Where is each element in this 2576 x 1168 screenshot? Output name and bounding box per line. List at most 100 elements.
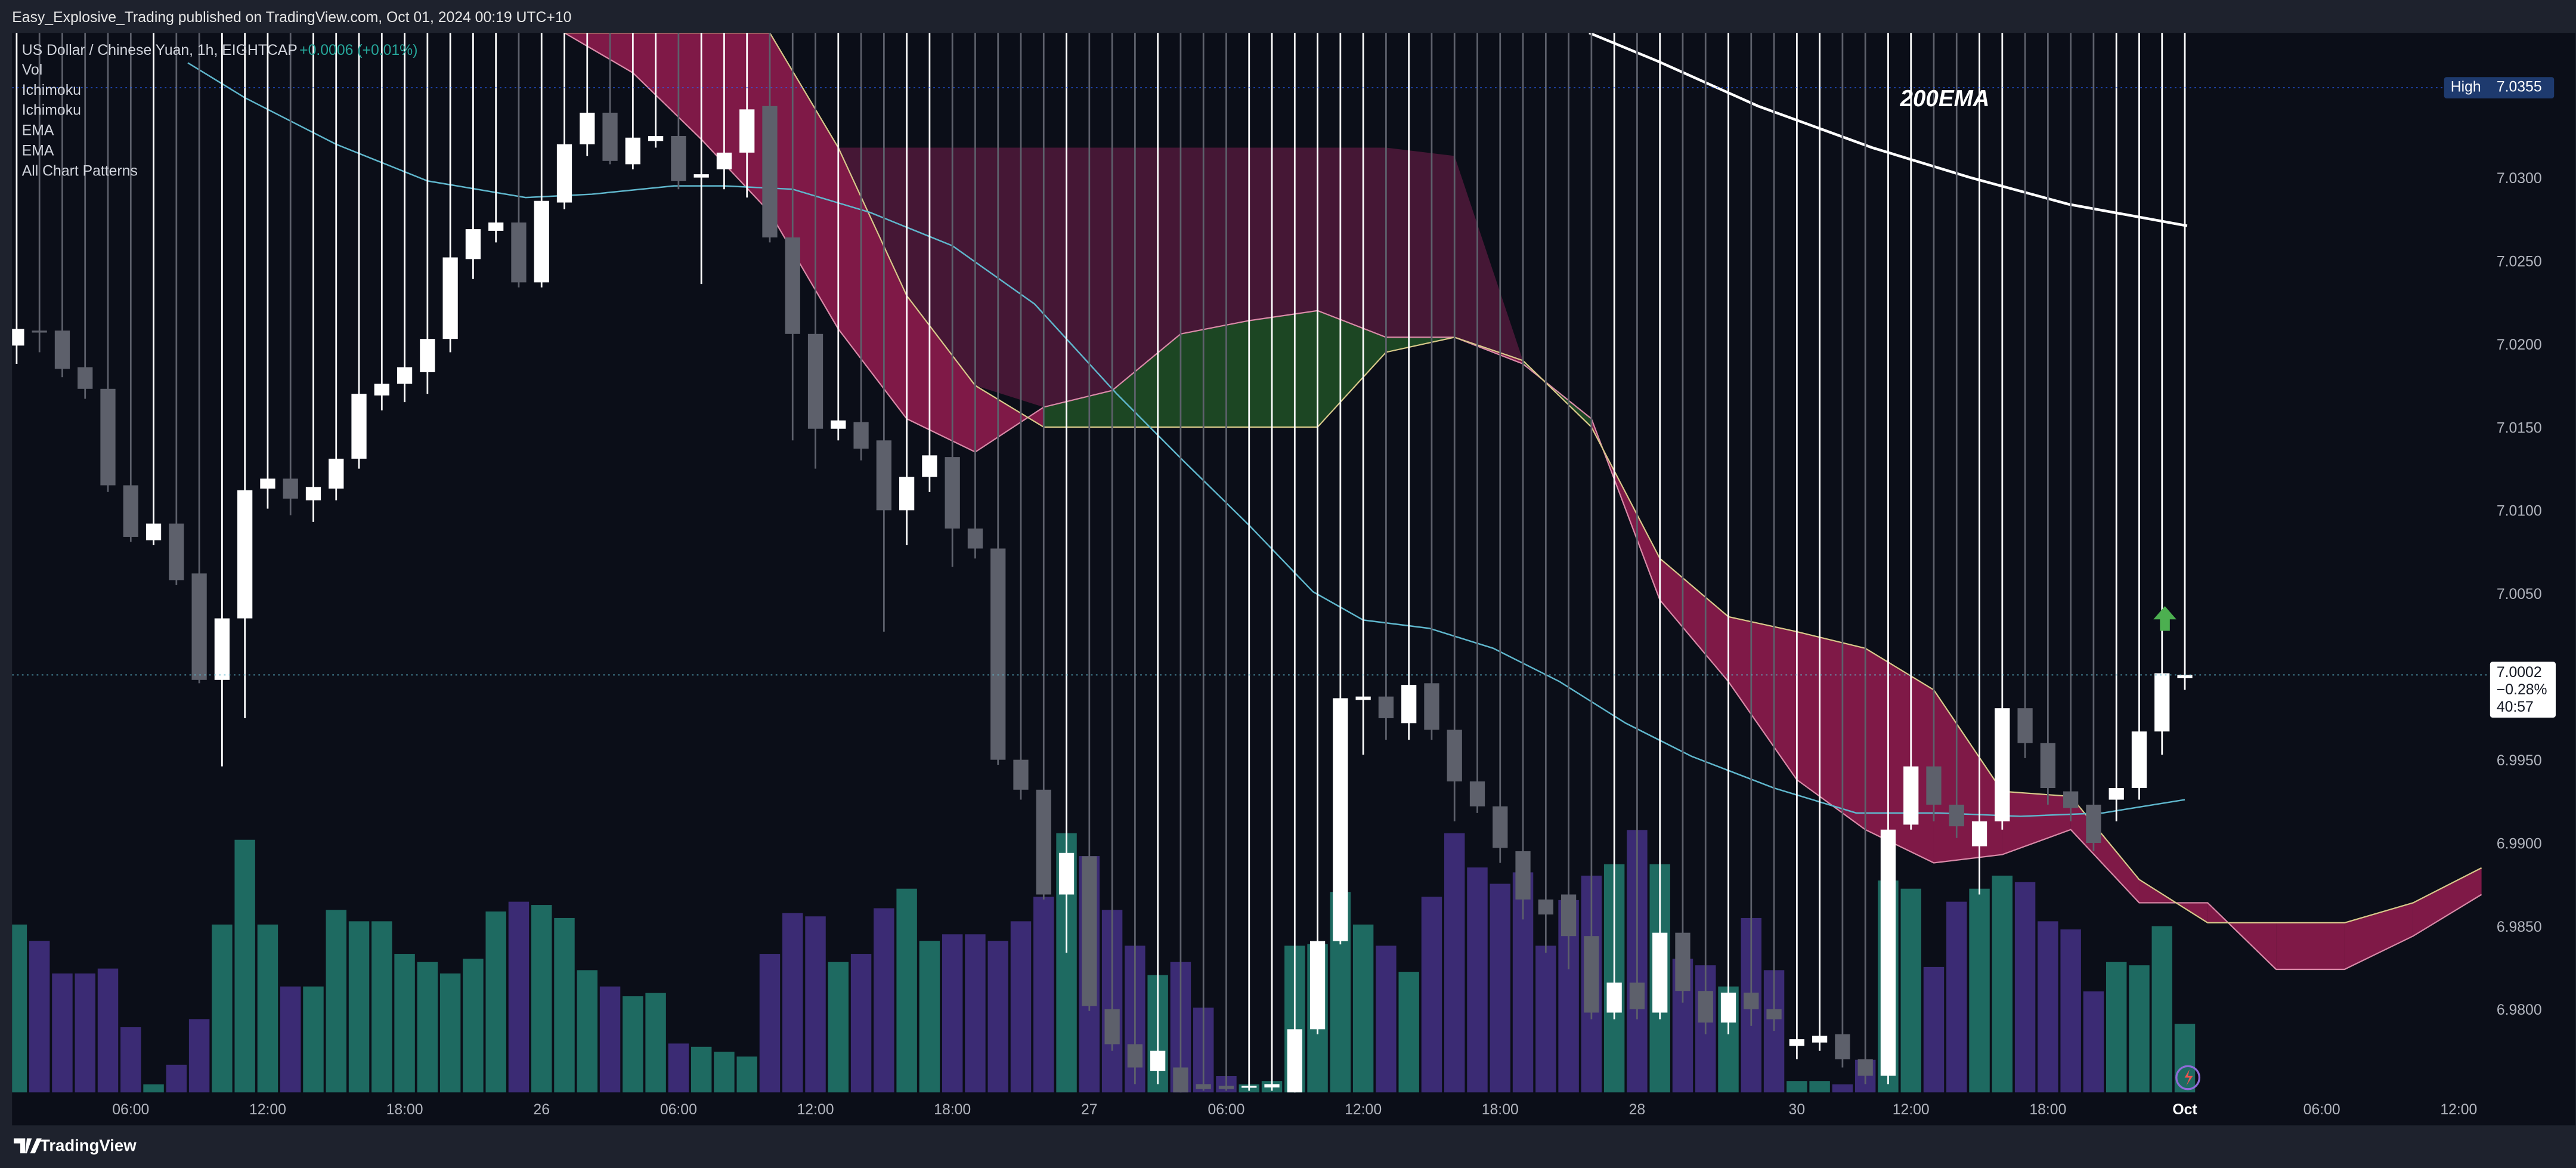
x-tick-label: 12:00 xyxy=(1893,1102,1930,1118)
volume-bar xyxy=(577,970,597,1093)
volume-bar xyxy=(1946,901,1967,1093)
candle-body xyxy=(602,112,618,161)
cloud-fill xyxy=(1797,631,1866,830)
candle-body xyxy=(2040,743,2056,789)
candle-body xyxy=(1196,1084,1211,1089)
candle-body xyxy=(305,487,321,500)
volume-bar xyxy=(1398,972,1419,1093)
candle-body xyxy=(1903,766,1919,825)
cloud-fill xyxy=(1044,390,1113,427)
brand-name: TradingView xyxy=(40,1136,137,1154)
cloud-fill xyxy=(2344,903,2413,969)
candle-body xyxy=(169,523,184,580)
volume-bar xyxy=(1969,888,1990,1093)
volume-bar xyxy=(828,962,849,1093)
y-tick-label: 7.0100 xyxy=(2497,503,2542,520)
volume-bar xyxy=(896,888,917,1093)
x-tick-label: 18:00 xyxy=(934,1102,971,1118)
candle-body xyxy=(1469,781,1485,807)
volume-bar xyxy=(1421,897,1442,1093)
x-tick-label: 06:00 xyxy=(660,1102,697,1118)
volume-bar xyxy=(508,901,530,1093)
candle-body xyxy=(191,573,207,680)
candle-body xyxy=(1401,685,1417,724)
candle-body xyxy=(1926,766,1942,805)
x-tick-label: 06:00 xyxy=(2303,1102,2340,1118)
cloud-fill xyxy=(1249,310,1318,427)
candle-body xyxy=(967,529,983,549)
volume-bar xyxy=(97,968,119,1093)
candle-body xyxy=(12,329,24,346)
volume-bar xyxy=(2014,882,2036,1093)
volume-bar xyxy=(463,959,484,1093)
candle-body xyxy=(488,222,504,231)
candle-body xyxy=(1058,852,1075,895)
indicator-name: EMA xyxy=(22,143,54,159)
candle-body xyxy=(1287,1029,1302,1093)
volume-bar xyxy=(874,908,894,1093)
candle-body xyxy=(1082,856,1097,1006)
volume-bar xyxy=(623,996,643,1093)
volume-bar xyxy=(120,1027,141,1093)
candle-body xyxy=(625,137,640,165)
volume-bar xyxy=(212,924,233,1093)
cloud-fill xyxy=(633,33,702,140)
candle-body xyxy=(2063,791,2079,808)
candle-body xyxy=(1424,683,1439,730)
x-tick-label: Oct xyxy=(2172,1102,2197,1118)
volume-bar xyxy=(166,1064,187,1093)
volume-bar xyxy=(143,1084,164,1093)
volume-bar xyxy=(987,941,1008,1093)
candle-body xyxy=(580,112,595,144)
candle-body xyxy=(32,330,47,333)
candle-body xyxy=(648,135,664,141)
volume-bar xyxy=(2038,921,2058,1093)
last-price-value: 7.0002 xyxy=(2497,665,2542,681)
volume-bar xyxy=(714,1052,735,1093)
cloud-fill xyxy=(975,385,1044,452)
cloud-fill xyxy=(2413,867,2482,937)
volume-bar xyxy=(1444,833,1465,1093)
x-tick-label: 18:00 xyxy=(386,1102,423,1118)
candle-body xyxy=(1629,982,1645,1009)
x-tick-label: 12:00 xyxy=(797,1102,834,1118)
candle-body xyxy=(2177,675,2193,678)
volume-bar xyxy=(736,1056,757,1093)
candle-body xyxy=(1744,993,1759,1009)
brand: TradingView xyxy=(13,1136,137,1154)
volume-bar xyxy=(965,934,986,1093)
volume-bar xyxy=(52,973,73,1093)
candle-body xyxy=(78,367,93,389)
volume-bar xyxy=(303,986,324,1093)
volume-bar xyxy=(29,941,50,1093)
candle-body xyxy=(2109,788,2124,800)
candle-body xyxy=(1561,894,1577,937)
candle-body xyxy=(397,367,413,384)
volume-bar xyxy=(234,839,255,1093)
volume-bar xyxy=(417,962,438,1093)
candle-body xyxy=(1698,991,1713,1023)
cloud-fill xyxy=(1044,147,1113,407)
cloud-fill xyxy=(1180,320,1249,427)
candle-body xyxy=(1789,1039,1804,1046)
x-tick-label: 28 xyxy=(1629,1102,1646,1118)
high-tag xyxy=(2444,77,2555,98)
candle-body xyxy=(1013,759,1029,790)
pattern-arrow xyxy=(2153,606,2176,631)
volume-bar xyxy=(1010,921,1032,1093)
candle-body xyxy=(1104,1009,1120,1045)
cloud-fill xyxy=(2276,922,2345,969)
cloud-fill xyxy=(701,33,770,213)
candle-body xyxy=(990,548,1006,760)
alert-icon[interactable] xyxy=(2175,1065,2201,1090)
volume-bar xyxy=(2151,926,2172,1093)
volume-bar xyxy=(1376,945,1397,1093)
volume-bar xyxy=(1923,966,1945,1093)
candle-body xyxy=(1812,1036,1828,1043)
candle-body xyxy=(1720,993,1736,1023)
cloud-fill xyxy=(1317,147,1386,338)
candle-body xyxy=(853,422,869,449)
candle-body xyxy=(876,440,891,511)
indicator-name: All Chart Patterns xyxy=(22,163,138,179)
